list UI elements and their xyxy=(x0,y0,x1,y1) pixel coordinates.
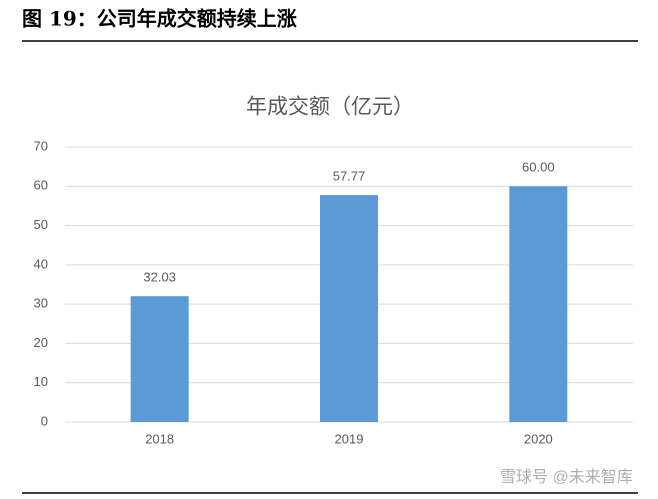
y-tick-label: 30 xyxy=(34,296,48,311)
bar xyxy=(130,296,189,422)
y-tick-label: 50 xyxy=(34,217,48,232)
data-label: 57.77 xyxy=(333,168,366,183)
bar xyxy=(320,195,378,422)
bar xyxy=(509,186,568,422)
watermark: 雪球号 @未来智库 xyxy=(500,468,633,486)
chart-title: 年成交额（亿元） xyxy=(246,96,414,119)
y-tick-label: 0 xyxy=(41,413,48,428)
figure-title: 图 19：公司年成交额持续上涨 xyxy=(22,7,297,31)
x-tick-label: 2020 xyxy=(524,431,553,446)
y-tick-label: 70 xyxy=(34,138,48,153)
x-tick-label: 2019 xyxy=(335,431,364,446)
data-label: 60.00 xyxy=(522,160,555,175)
data-label: 32.03 xyxy=(143,270,176,285)
y-tick-label: 40 xyxy=(34,256,48,271)
y-tick-label: 60 xyxy=(34,178,48,193)
y-tick-label: 20 xyxy=(34,335,48,350)
y-tick-label: 10 xyxy=(34,374,48,389)
x-tick-label: 2018 xyxy=(145,431,174,446)
